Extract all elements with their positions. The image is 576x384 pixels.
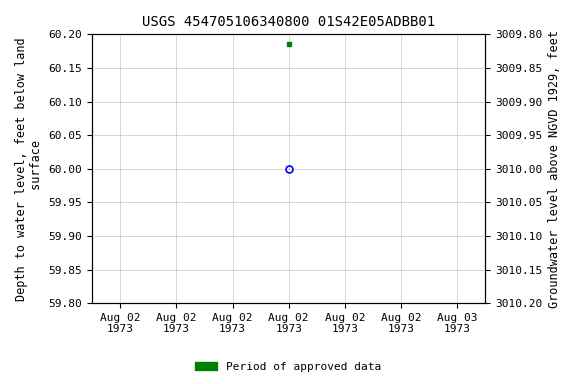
Title: USGS 454705106340800 01S42E05ADBB01: USGS 454705106340800 01S42E05ADBB01	[142, 15, 435, 29]
Legend: Period of approved data: Period of approved data	[191, 358, 385, 377]
Y-axis label: Groundwater level above NGVD 1929, feet: Groundwater level above NGVD 1929, feet	[548, 30, 561, 308]
Y-axis label: Depth to water level, feet below land
 surface: Depth to water level, feet below land su…	[15, 37, 43, 301]
